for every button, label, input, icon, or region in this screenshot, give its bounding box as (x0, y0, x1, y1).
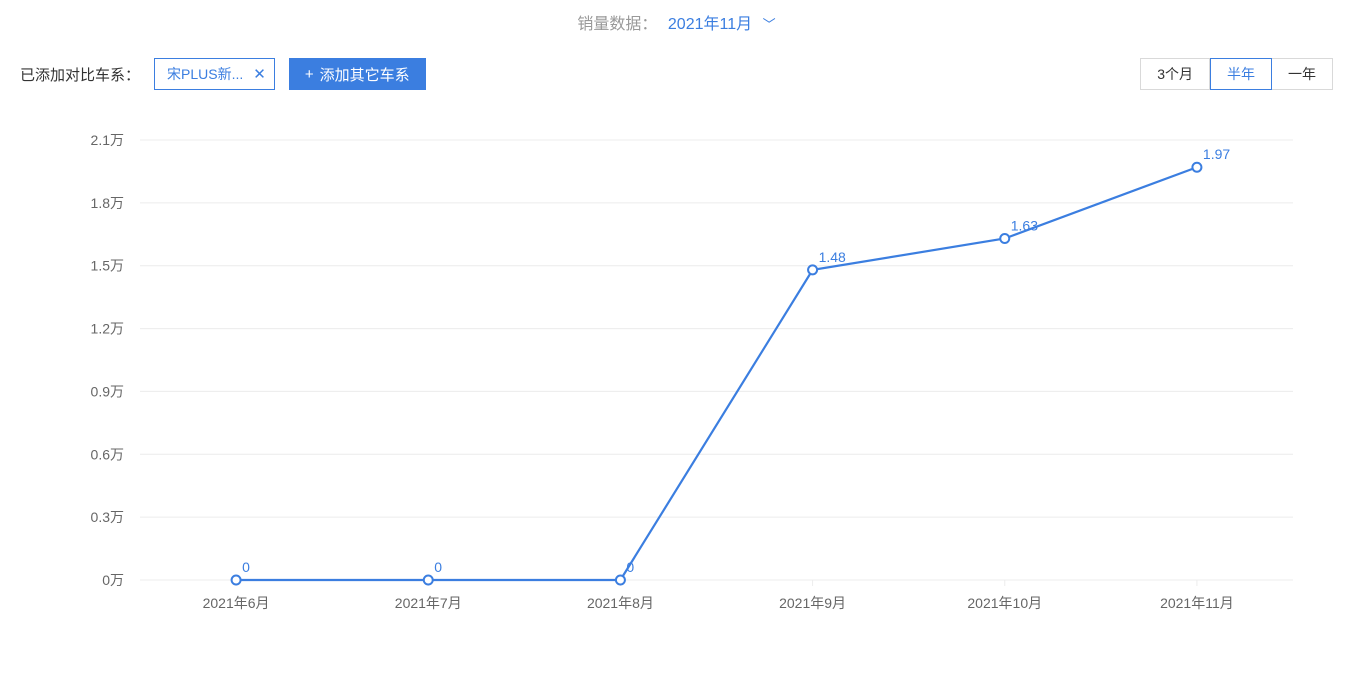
data-point-label: 0 (434, 559, 442, 575)
y-tick-label: 1.5万 (91, 258, 124, 274)
date-selector[interactable]: 2021年11月 ﹀ (668, 16, 776, 33)
compare-label: 已添加对比车系： (20, 64, 140, 85)
y-tick-label: 0万 (102, 572, 124, 588)
close-icon[interactable]: ✕ (253, 65, 266, 83)
data-point[interactable] (424, 576, 433, 585)
app-root: 销量数据： 2021年11月 ﹀ 已添加对比车系： 宋PLUS新... ✕ + … (0, 0, 1353, 640)
x-tick-label: 2021年7月 (395, 595, 462, 611)
data-point[interactable] (1000, 234, 1009, 243)
series-line (236, 167, 1197, 580)
sales-data-label: 销量数据： (577, 16, 657, 33)
y-tick-label: 1.2万 (91, 321, 124, 337)
chart-series: 0 0 0 1.48 1.63 1.97 (232, 146, 1231, 584)
compare-chip[interactable]: 宋PLUS新... ✕ (154, 58, 275, 90)
x-tick-label: 2021年10月 (967, 595, 1042, 611)
data-point-label: 1.97 (1203, 146, 1230, 162)
x-tick-label: 2021年11月 (1160, 595, 1234, 611)
y-tick-label: 0.6万 (91, 446, 124, 462)
data-point-label: 1.48 (819, 249, 846, 265)
data-point[interactable] (232, 576, 241, 585)
plus-icon: + (305, 66, 314, 83)
add-series-button[interactable]: + 添加其它车系 (289, 58, 426, 90)
date-selector-row: 销量数据： 2021年11月 ﹀ (0, 0, 1353, 58)
range-tab-6m[interactable]: 半年 (1210, 58, 1272, 90)
data-point-label: 0 (626, 559, 634, 575)
y-tick-label: 0.9万 (91, 383, 124, 399)
x-axis-ticks: 2021年6月 2021年7月 2021年8月 2021年9月 2021年10月 2021… (203, 595, 1234, 611)
y-axis-ticks: 0万 0.3万 0.6万 0.9万 1.2万 1.5万 1.8万 2.1万 (91, 132, 124, 588)
add-series-button-label: 添加其它车系 (320, 64, 410, 85)
range-tab-1y[interactable]: 一年 (1272, 58, 1333, 90)
data-point[interactable] (1192, 163, 1201, 172)
chart-grid (140, 140, 1293, 586)
data-point-label: 0 (242, 559, 250, 575)
date-selector-value: 2021年11月 (668, 16, 752, 33)
x-tick-label: 2021年6月 (203, 595, 270, 611)
sales-line-chart: 0万0.3万0.6万0.9万1.2万1.5万1.8万2.1万2021年6月202… (20, 120, 1333, 640)
data-point-label: 1.63 (1011, 217, 1038, 233)
x-tick-label: 2021年8月 (587, 595, 654, 611)
data-point[interactable] (616, 576, 625, 585)
chevron-down-icon: ﹀ (763, 17, 776, 32)
compare-chip-text: 宋PLUS新... (167, 64, 243, 84)
range-tab-3m[interactable]: 3个月 (1140, 58, 1210, 90)
y-tick-label: 0.3万 (91, 509, 124, 525)
range-tabs: 3个月 半年 一年 (1140, 58, 1333, 90)
y-tick-label: 1.8万 (91, 195, 124, 211)
data-point[interactable] (808, 265, 817, 274)
x-tick-label: 2021年9月 (779, 595, 846, 611)
compare-controls: 已添加对比车系： 宋PLUS新... ✕ + 添加其它车系 (20, 58, 426, 90)
chart-svg: 0万0.3万0.6万0.9万1.2万1.5万1.8万2.1万2021年6月202… (20, 120, 1333, 640)
y-tick-label: 2.1万 (91, 132, 124, 148)
controls-row: 已添加对比车系： 宋PLUS新... ✕ + 添加其它车系 3个月 半年 一年 (0, 58, 1353, 120)
